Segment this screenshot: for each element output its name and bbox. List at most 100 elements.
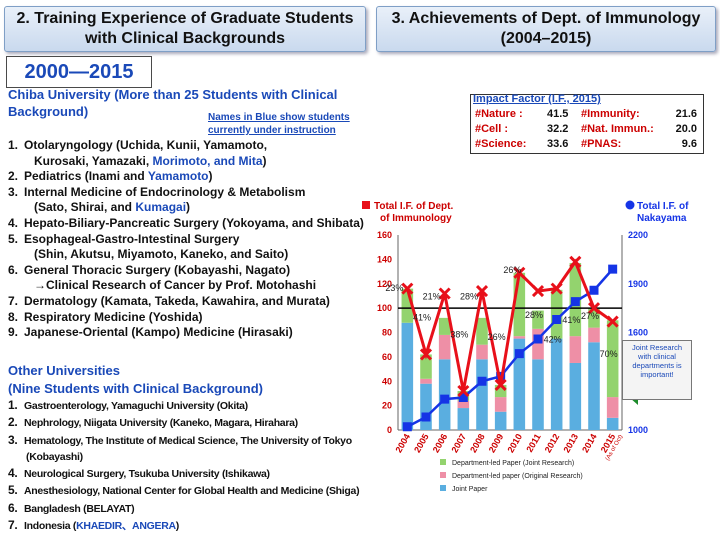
chiba-dept-item-number: 6.: [8, 262, 19, 277]
other-uni-item: 5. Anesthesiology, National Center for Gl…: [8, 482, 373, 499]
left-axis-tick-label: 20: [382, 401, 392, 411]
other-uni-item: 3. Hematology, The Institute of Medical S…: [8, 432, 373, 466]
chiba-dept-item-number: 2.: [8, 169, 19, 184]
x-tick-label: 2006: [431, 432, 450, 454]
legend-swatch: [440, 485, 446, 491]
bar-joint-paper: [550, 338, 563, 430]
dept-if-point: [494, 378, 507, 391]
x-tick-label: 2014: [580, 432, 599, 454]
nakayama-if-point: [402, 422, 412, 432]
bar-joint-paper: [420, 383, 432, 430]
bar-dept-original: [606, 397, 619, 418]
other-title-line1: Other Universities: [8, 363, 120, 378]
other-uni-item: 2. Nephrology, Niigata University (Kaneko…: [8, 414, 373, 431]
other-uni-item-text: Neurological Surgery, Tsukuba University…: [24, 468, 270, 481]
left-axis-tick-label: 60: [382, 352, 392, 362]
header-training-line1: 2. Training Experience of Graduate Stude…: [16, 10, 354, 27]
right-axis-tick-label: 1900: [628, 279, 648, 289]
legend-swatch: [440, 459, 446, 465]
dept-if-point: [569, 255, 582, 268]
callout-line3: departments is: [632, 361, 682, 370]
percent-label: 28%: [460, 292, 478, 302]
bar-dept-original: [494, 397, 507, 412]
other-uni-item-current-students: KHAEDIR、ANGERA: [76, 520, 176, 533]
achievements-chart: 0204060801001201401601000130016001900220…: [362, 200, 689, 493]
blue-names-note: Names in Blue show students currently un…: [208, 111, 368, 137]
x-tick-label: 2007: [449, 432, 468, 454]
bar-dept-original: [569, 336, 582, 363]
journal-if-value: 33.6: [547, 138, 569, 150]
impact-factor-title: Impact Factor (I.F., 2015): [473, 93, 601, 105]
chiba-dept-item: 6. General Thoracic Surgery (Kobayashi, N…: [8, 263, 378, 294]
chiba-dept-item-text: Japanese-Oriental (Kampo) Medicine (Hira…: [24, 325, 293, 340]
legend-label: Department-led paper (Original Research): [452, 473, 583, 480]
x-tick-label: 2010: [505, 432, 524, 454]
chiba-dept-item-number: 7.: [8, 293, 19, 308]
percent-label: 27%: [581, 311, 599, 321]
bar-joint-paper: [494, 411, 507, 430]
nakayama-if-point: [477, 376, 487, 386]
journal-name: #Science:: [475, 138, 527, 150]
left-axis-tick-label: 40: [382, 376, 392, 386]
percent-label: 26%: [488, 332, 506, 342]
nakayama-if-point: [514, 349, 524, 359]
other-uni-item-number: 4.: [8, 466, 18, 481]
bar-joint-paper: [569, 362, 582, 430]
chiba-dept-item-detail-text: (Sato, Shirai, and: [34, 200, 136, 215]
dept-if-point: [606, 315, 619, 328]
chiba-title: Chiba University (More than 25 Students …: [8, 86, 368, 120]
journal-if-value: 20.0: [675, 123, 697, 135]
chiba-dept-item-number: 3.: [8, 184, 19, 199]
bar-joint-paper: [588, 342, 600, 430]
chiba-dept-item-number: 8.: [8, 309, 19, 324]
other-uni-item: 1. Gastroenterology, Yamaguchi University…: [8, 397, 373, 414]
right-axis-tick-label: 2200: [628, 230, 648, 240]
x-tick-label: 2011: [524, 432, 542, 454]
chiba-dept-item: 1. Otolaryngology (Uchida, Kunii, Yamamot…: [8, 138, 378, 169]
bar-dept-joint: [438, 317, 451, 335]
chiba-dept-item-detail: (Sato, Shirai, and Kumagai): [8, 200, 378, 216]
bar-dept-original: [420, 378, 432, 384]
bar-dept-joint: [513, 272, 526, 337]
legend-label: Department-led Paper (Joint Research): [452, 460, 574, 467]
chiba-dept-item-detail-end: ): [262, 153, 267, 168]
chiba-dept-item-text: Pediatrics (Inami and: [24, 169, 148, 184]
chiba-dept-item-text: Dermatology (Kamata, Takeda, Kawahira, a…: [24, 293, 330, 308]
impact-factor-row: #Science: 33.6 #PNAS: 9.6: [475, 138, 701, 153]
chiba-dept-item: 2. Pediatrics (Inami and Yamamoto): [8, 169, 378, 185]
other-title-line2: (Nine Students with Clinical Background): [8, 381, 263, 396]
section-header-training: 2. Training Experience of Graduate Stude…: [4, 6, 366, 52]
header-achievements-line1: 3. Achievements of Dept. of Immunology: [391, 10, 701, 27]
journal-name: #PNAS:: [581, 138, 622, 150]
other-uni-item-number: 1.: [8, 398, 18, 412]
legend-nakayama-marker: [625, 200, 635, 210]
other-uni-item-text: Hematology, The Institute of Medical Sci…: [24, 434, 352, 447]
chiba-dept-item-number: 5.: [8, 231, 19, 246]
journal-name: #Cell :: [475, 123, 509, 135]
bar-joint-paper: [401, 322, 414, 430]
other-uni-item-number: 6.: [8, 500, 18, 515]
other-uni-item: 7. Indonesia (KHAEDIR、ANGERA): [8, 517, 373, 534]
left-axis-tick-label: 160: [377, 230, 392, 240]
other-uni-item-number: 2.: [8, 415, 18, 430]
other-uni-item-text: Bangladesh (BELAYAT): [24, 502, 135, 515]
journal-if-value: 41.5: [547, 108, 569, 120]
nakayama-if-point: [570, 297, 580, 307]
chiba-dept-item-number: 4.: [8, 215, 19, 230]
chiba-dept-item-detail-text: Kurosaki, Yamazaki,: [34, 153, 153, 168]
callout-line2: with clinical: [638, 352, 676, 361]
chiba-title-line2: Background): [8, 104, 89, 119]
percent-label: 21%: [423, 292, 441, 302]
percent-label: 28%: [525, 310, 543, 320]
bar-joint-paper: [606, 417, 619, 430]
journal-name: #Nature :: [475, 108, 523, 120]
callout-line1: Joint Research: [631, 343, 683, 352]
bar-joint-paper: [476, 359, 488, 430]
chiba-dept-item-detail-text: →Clinical Research of Cancer by Prof. Mo…: [34, 278, 317, 293]
legend-dept-if-line2: of Immunology: [380, 213, 452, 224]
chiba-dept-item-text: Esophageal-Gastro-Intestinal Surgery: [24, 231, 240, 246]
legend-label: Joint Paper: [452, 486, 488, 493]
nakayama-if-point: [458, 393, 468, 402]
chiba-dept-item: 3. Internal Medicine of Endocrinology & M…: [8, 185, 378, 216]
joint-research-callout: Joint Research with clinical departments…: [622, 340, 692, 400]
